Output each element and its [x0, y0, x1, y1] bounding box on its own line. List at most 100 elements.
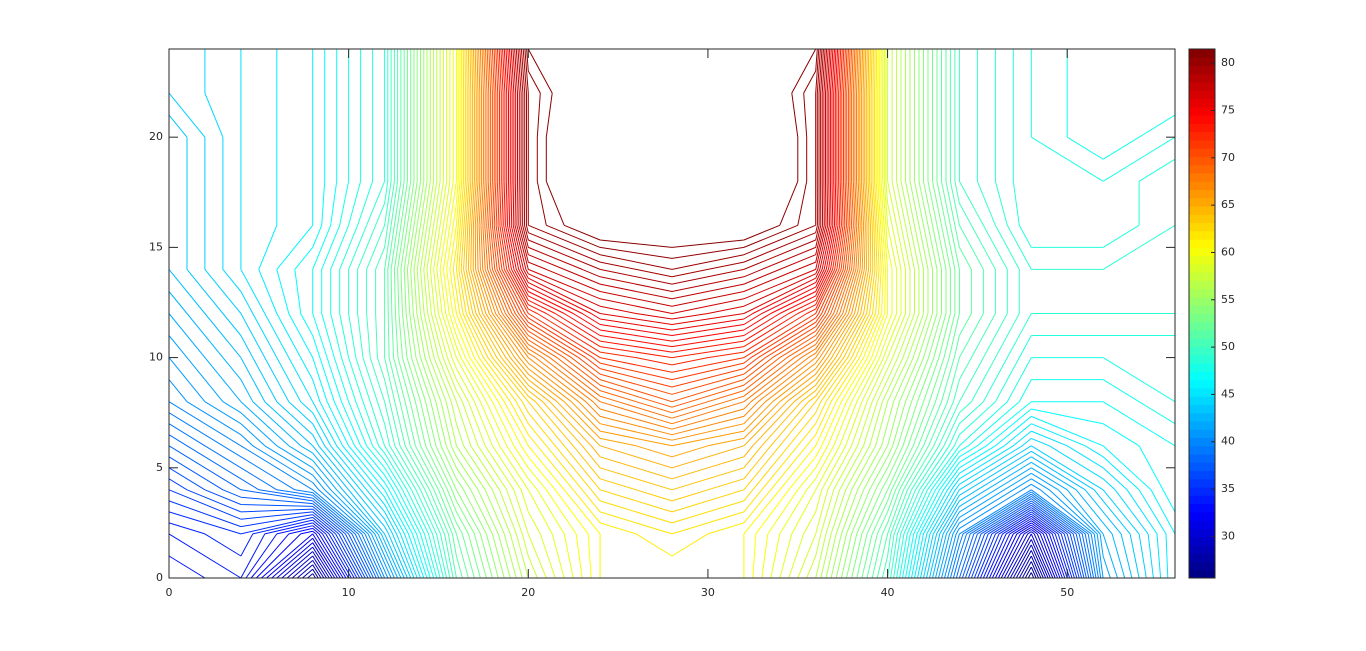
colorbar-swatch [1189, 553, 1215, 562]
colorbar-swatch [1189, 90, 1215, 100]
contour-line [522, 48, 821, 278]
contour-line [458, 48, 878, 524]
colorbar-swatch [1189, 330, 1215, 339]
contour-line [397, 49, 951, 579]
contour-line [502, 48, 840, 353]
colorbar-swatch [1189, 206, 1215, 215]
colorbar-swatch [1189, 379, 1215, 389]
colorbar-swatch [1189, 131, 1215, 141]
colorbar-swatch [1189, 321, 1215, 331]
contour-line [500, 48, 842, 359]
contour-line [168, 291, 1126, 579]
contour-line [384, 49, 984, 579]
contour-line [281, 533, 1051, 579]
axes-box [168, 48, 1176, 579]
contour-line [467, 48, 870, 480]
colorbar-swatch [1189, 172, 1215, 182]
contour-line [312, 49, 1176, 579]
colorbar-swatch [1189, 536, 1215, 546]
contour-line [460, 48, 876, 513]
contour-line [517, 48, 826, 300]
contour-line [429, 49, 906, 579]
colorbar-swatch [1189, 230, 1215, 240]
contour-line [296, 550, 1044, 579]
colorbar-swatch [1189, 288, 1215, 298]
colorbar-swatch [1189, 139, 1215, 149]
contour-line [503, 48, 839, 348]
contour-line [478, 48, 861, 436]
contour-line [387, 49, 972, 579]
contour-line [420, 49, 920, 579]
contour-line [520, 48, 823, 285]
contour-line [449, 48, 884, 578]
colorbar-swatch [1189, 98, 1215, 108]
contour-line [463, 48, 874, 502]
contour-line [168, 456, 1087, 579]
y-tick-label: 0 [156, 571, 163, 584]
colorbar-swatch [1189, 503, 1215, 513]
contour-line [204, 49, 1154, 579]
colorbar-swatch [1189, 222, 1215, 232]
contour-line [413, 49, 929, 579]
contour-line [474, 48, 865, 447]
contour-line [480, 48, 859, 430]
colorbar-swatch [1189, 544, 1215, 554]
y-tick-label: 5 [156, 461, 163, 474]
colorbar-swatch [1189, 569, 1215, 579]
contour-line [168, 489, 1080, 579]
contour-line [302, 555, 1042, 579]
contour-line [168, 379, 1102, 579]
contour-line [495, 48, 846, 381]
colorbar-tick-label: 65 [1221, 198, 1235, 211]
contour-line [482, 48, 858, 425]
contour-line [497, 48, 845, 373]
axes: 0 10 20 30 40 50 0 5 10 15 20 [149, 48, 1176, 599]
colorbar-swatch [1189, 420, 1215, 430]
contour-line [357, 49, 1020, 579]
contour-line [168, 423, 1095, 579]
contour-line [526, 48, 818, 259]
contour-line [294, 49, 1176, 579]
contour-line [519, 48, 824, 292]
contour-line [470, 48, 868, 469]
contour-line [400, 49, 947, 579]
colorbar-swatch [1189, 478, 1215, 488]
colorbar-tick-label: 45 [1221, 387, 1235, 400]
colorbar-tick-label: 35 [1221, 482, 1235, 495]
contour-line [276, 531, 1054, 579]
colorbar-swatch [1189, 49, 1215, 58]
contour-line [406, 49, 938, 579]
contour-line [416, 49, 924, 579]
contour-line [168, 513, 1073, 579]
contour-line [168, 401, 1099, 579]
colorbar-swatch [1189, 255, 1215, 265]
contour-line [168, 467, 1085, 579]
contour-line [168, 500, 1078, 579]
colorbar-swatch [1189, 437, 1215, 447]
colorbar-swatch [1189, 123, 1215, 133]
contour-line [168, 313, 1118, 579]
colorbar-swatch [1189, 57, 1215, 67]
contour-line [490, 48, 851, 403]
contour-line [255, 522, 1063, 579]
colorbar-swatch [1189, 82, 1215, 91]
contour-line [261, 524, 1061, 579]
y-tick-label: 10 [149, 351, 163, 364]
colorbar-swatch [1189, 272, 1215, 281]
colorbar-swatch [1189, 396, 1215, 405]
colorbar-swatch [1189, 65, 1215, 75]
contour-line [168, 269, 1133, 579]
colorbar-swatch [1189, 313, 1215, 323]
contour-line [423, 49, 915, 579]
colorbar-swatch [1189, 445, 1215, 455]
colorbar-swatch [1189, 354, 1215, 364]
colorbar-swatch [1189, 164, 1215, 174]
contour-line [258, 49, 1169, 579]
colorbar-swatch [1189, 148, 1215, 157]
colorbar-swatch [1189, 214, 1215, 224]
colorbar-swatch [1189, 239, 1215, 248]
contour-line [436, 48, 898, 579]
contour-line [515, 48, 828, 307]
colorbar-swatch [1189, 263, 1215, 273]
contour-line [426, 49, 911, 579]
